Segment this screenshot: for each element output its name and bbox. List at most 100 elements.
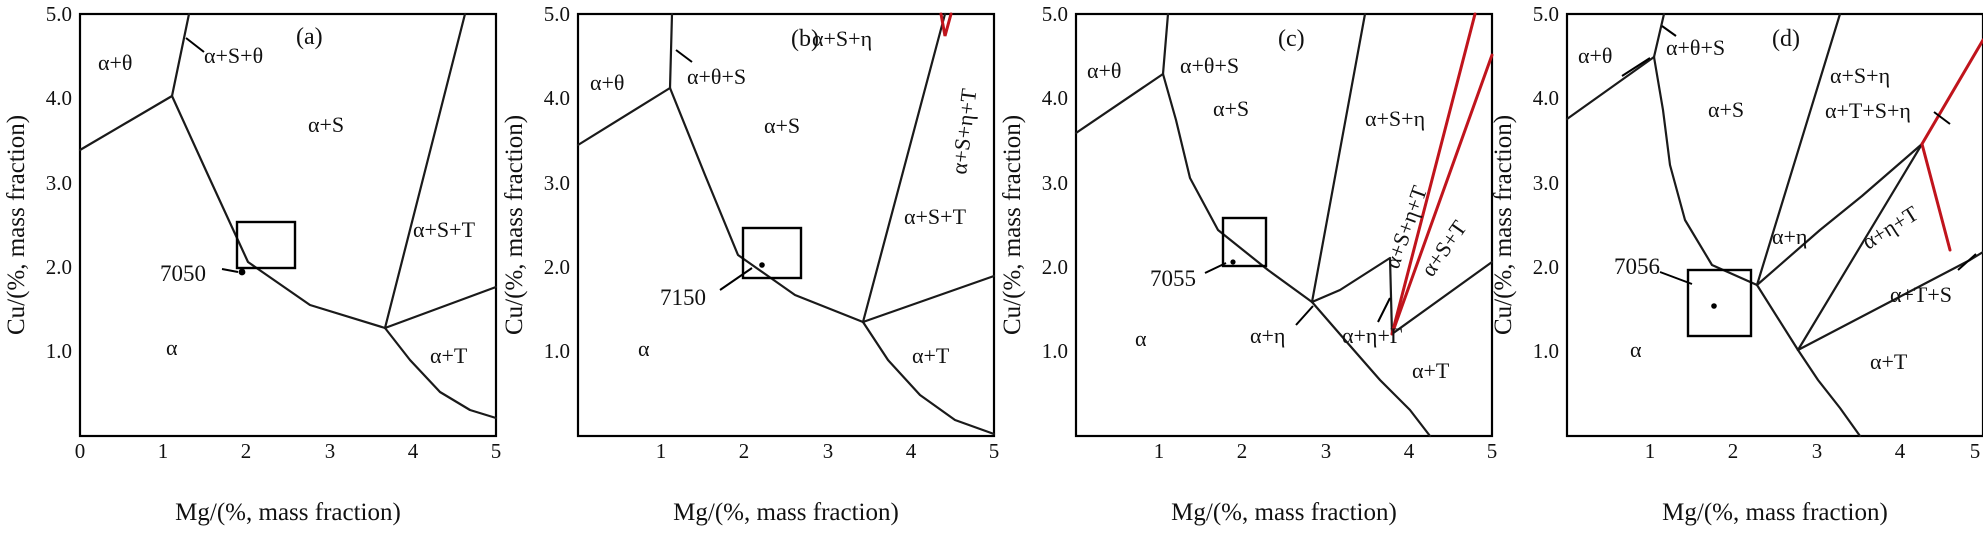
x-tick-label: 3 bbox=[1321, 439, 1332, 463]
panel-label: (b) bbox=[791, 26, 819, 52]
y-axis-ticks: 5.0 4.0 3.0 2.0 1.0 bbox=[1533, 2, 1559, 363]
alloy-pointer-arrow bbox=[221, 268, 239, 273]
x-tick-label: 1 bbox=[1645, 439, 1656, 463]
boundary-line bbox=[1796, 142, 1924, 352]
region-label: α+θ bbox=[98, 50, 132, 75]
phase-boundaries bbox=[1565, 12, 1983, 438]
x-tick-label: 1 bbox=[158, 439, 169, 463]
boundary-line bbox=[1755, 142, 1924, 287]
region-label: α+T bbox=[430, 343, 468, 368]
x-tick-label: 5 bbox=[989, 439, 1000, 463]
region-label: α+S+η bbox=[812, 26, 872, 51]
y-tick-label: 4.0 bbox=[46, 86, 72, 110]
x-tick-label: 4 bbox=[906, 439, 917, 463]
alloy-pointer-arrow bbox=[1659, 271, 1693, 285]
y-tick-label: 2.0 bbox=[46, 255, 72, 279]
boundary-line bbox=[668, 12, 674, 90]
boundary-line bbox=[1755, 12, 1842, 287]
panel-a: 7050 (a) α+θ α+S+θ α+S α+S+T α α+T 5.0 4… bbox=[3, 2, 501, 526]
region-pointer-arrow bbox=[1621, 57, 1651, 77]
region-pointer-arrow bbox=[1377, 297, 1391, 323]
region-label: α bbox=[166, 335, 178, 360]
alloy-label: 7150 bbox=[660, 285, 706, 310]
region-label: α+S+T bbox=[904, 204, 967, 229]
boundary-line bbox=[668, 86, 865, 324]
panel-label: (d) bbox=[1772, 26, 1800, 52]
phase-boundary-highlight bbox=[1920, 142, 1952, 252]
alloy-point bbox=[238, 268, 246, 276]
y-axis-label: Cu/(%, mass fraction) bbox=[999, 115, 1026, 335]
y-axis-label: Cu/(%, mass fraction) bbox=[3, 115, 30, 335]
region-label: α+T bbox=[912, 343, 950, 368]
alloy-point bbox=[1711, 303, 1717, 309]
phase-boundary-highlight bbox=[939, 12, 953, 37]
boundary-line bbox=[170, 94, 387, 330]
boundary-line bbox=[1161, 72, 1314, 304]
x-tick-label: 1 bbox=[656, 439, 667, 463]
region-label: α+T+S+η bbox=[1825, 98, 1911, 123]
region-label: α+θ+S bbox=[1180, 53, 1239, 78]
y-tick-label: 2.0 bbox=[1042, 255, 1068, 279]
alloy-composition-box bbox=[741, 226, 803, 280]
region-label: α+θ+S bbox=[1666, 35, 1725, 60]
boundary-line bbox=[78, 94, 174, 152]
region-pointer-arrow bbox=[185, 37, 205, 53]
y-tick-label: 1.0 bbox=[544, 339, 570, 363]
x-tick-label: 4 bbox=[408, 439, 419, 463]
alloy-pointer-arrow bbox=[1204, 262, 1227, 274]
plot-frame bbox=[576, 12, 996, 438]
alloy-composition-box bbox=[1686, 268, 1753, 338]
y-tick-label: 3.0 bbox=[1042, 171, 1068, 195]
region-label: α+θ+S bbox=[687, 64, 746, 89]
x-tick-label: 4 bbox=[1404, 439, 1415, 463]
x-axis-label: Mg/(%, mass fraction) bbox=[1662, 499, 1888, 526]
x-tick-label: 3 bbox=[823, 439, 834, 463]
boundary-line bbox=[1565, 55, 1656, 121]
boundary-line bbox=[1310, 12, 1367, 304]
x-axis-ticks: 1 2 3 4 5 bbox=[1645, 439, 1981, 463]
alloy-composition-box bbox=[235, 220, 297, 270]
y-tick-label: 5.0 bbox=[1042, 2, 1068, 26]
panel-label: (a) bbox=[296, 24, 323, 50]
y-tick-label: 1.0 bbox=[1533, 339, 1559, 363]
region-pointer-arrow bbox=[1957, 253, 1977, 271]
alloy-label: 7055 bbox=[1150, 266, 1196, 291]
alloy-composition-box bbox=[1221, 216, 1268, 268]
region-pointer-arrow bbox=[1933, 111, 1951, 125]
y-tick-label: 1.0 bbox=[1042, 339, 1068, 363]
y-tick-label: 5.0 bbox=[544, 2, 570, 26]
x-tick-label: 5 bbox=[1970, 439, 1981, 463]
x-tick-label: 2 bbox=[241, 439, 252, 463]
region-label: α+T+S bbox=[1890, 282, 1952, 307]
region-label: α+S bbox=[1708, 97, 1744, 122]
y-tick-label: 3.0 bbox=[544, 171, 570, 195]
x-tick-label: 4 bbox=[1895, 439, 1906, 463]
region-label: α+S+T bbox=[413, 217, 476, 242]
region-label: α+η+T bbox=[1857, 200, 1923, 254]
y-axis-ticks: 5.0 4.0 3.0 2.0 1.0 bbox=[46, 2, 72, 363]
panel-b: 7150 (b) α+θ α+θ+S α+S+η α+S α+S+η+T α+S… bbox=[501, 2, 999, 526]
region-label: α+θ bbox=[1578, 43, 1612, 68]
y-tick-label: 2.0 bbox=[544, 255, 570, 279]
y-tick-label: 3.0 bbox=[46, 171, 72, 195]
y-axis-label: Cu/(%, mass fraction) bbox=[501, 115, 528, 335]
region-label: α+θ bbox=[1087, 58, 1121, 83]
region-label: α+S bbox=[308, 112, 344, 137]
boundary-line bbox=[1161, 12, 1170, 76]
region-label: α+S+η bbox=[1830, 63, 1890, 88]
x-axis-label: Mg/(%, mass fraction) bbox=[175, 499, 401, 526]
region-label: α bbox=[1135, 326, 1147, 351]
region-label: α+θ bbox=[590, 70, 624, 95]
boundary-line bbox=[1074, 72, 1165, 135]
region-label: α+η bbox=[1250, 323, 1285, 348]
boundary-line bbox=[383, 326, 498, 420]
alloy-label: 7056 bbox=[1614, 254, 1660, 279]
panel-c: 7055 (c) α+θ α+θ+S α+S α+S+η α+S+η+T α+S… bbox=[999, 2, 1497, 526]
region-pointer-arrow bbox=[1661, 25, 1677, 37]
region-label: α bbox=[1630, 337, 1642, 362]
region-label: α+T bbox=[1870, 349, 1908, 374]
region-pointer-arrow bbox=[675, 49, 693, 63]
boundary-line bbox=[170, 12, 191, 98]
region-label: α+η+Γ bbox=[1342, 323, 1403, 348]
